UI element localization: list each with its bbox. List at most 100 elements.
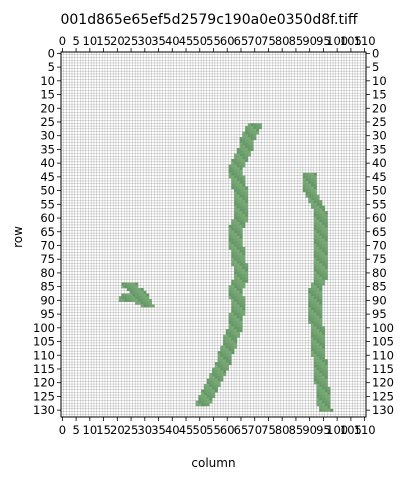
mask-cell [239,266,243,270]
mask-cell [143,298,147,303]
mask-cell [236,200,240,204]
mask-cell [234,159,238,163]
mask-cell [313,337,317,341]
mask-cell [322,252,326,256]
mask-cell [313,373,317,377]
mask-cell [313,219,317,223]
mask-cell [239,202,243,206]
chart-title: 001d865e65ef5d2579c190a0e0350d8f.tiff [60,12,357,28]
mask-cell [308,189,312,193]
mask-cell [228,345,232,349]
mask-cell [319,378,323,382]
mask-cell [245,142,249,146]
mask-cell [242,197,246,201]
mask-cell [319,285,323,289]
mask-cell [228,318,232,322]
mask-cell [140,290,144,294]
mask-cell [239,224,243,228]
mask-cell [327,403,331,407]
mask-cell [236,222,240,226]
mask-cell [217,378,221,382]
y-tick-right-label: 120 [372,376,394,390]
mask-cell [203,397,207,401]
mask-cell [324,216,328,220]
mask-cell [234,263,238,267]
mask-cell [217,351,221,355]
mask-cell [132,288,136,292]
mask-cell [148,298,152,303]
mask-cell [231,309,235,314]
mask-cell [231,246,235,250]
mask-cell [253,131,257,135]
mask-cell [135,293,139,297]
mask-cell [324,263,328,267]
mask-cell [319,244,323,248]
mask-cell [239,326,243,330]
mask-cell [231,224,235,228]
mask-cell [250,145,254,149]
mask-cell [322,403,326,407]
mask-cell [203,395,207,399]
mask-cell [324,249,328,253]
x-tick-bottom-label: 20 [110,423,125,437]
mask-cell [245,145,249,149]
mask-cell [324,384,328,388]
y-tick-right-label: 30 [372,129,387,143]
y-tick-right-label: 20 [372,101,387,115]
mask-cell [313,224,317,228]
mask-cell [311,351,315,355]
mask-cell [234,340,238,344]
mask-cell [234,320,238,324]
mask-cell [231,219,235,223]
mask-cell [322,271,326,275]
mask-cell [313,180,317,185]
mask-cell [239,271,243,275]
mask-cell [234,279,238,283]
y-tick-right-label: 15 [372,88,387,102]
mask-cell [245,263,249,267]
mask-cell [319,202,323,206]
mask-cell [234,213,238,217]
mask-cell [223,359,227,363]
y-ticks-right: 0510152025303540455055606570758085909510… [366,46,394,417]
mask-cell [239,167,243,171]
mask-cell [234,241,238,245]
y-tick-right-label: 130 [372,403,394,417]
mask-cell [234,183,238,187]
mask-cell [319,362,323,366]
mask-cell [126,285,130,289]
mask-cell [313,186,317,190]
mask-cell [234,208,238,212]
mask-cell [217,364,221,368]
mask-cell [242,183,246,187]
mask-cell [313,345,317,349]
mask-cell [209,397,213,401]
mask-cell [242,200,246,204]
mask-cell [319,211,323,215]
mask-cell [234,238,238,242]
mask-cell [203,392,207,396]
mask-cell [231,178,235,182]
mask-cell [239,148,243,152]
x-tick-bottom-label: 15 [96,423,111,437]
x-tick-top-label: 60 [220,34,235,48]
mask-cell [236,268,240,272]
mask-cell [313,285,317,289]
mask-cell [316,235,320,239]
x-tick-bottom-label: 110 [354,423,376,437]
mask-cell [234,255,238,259]
mask-cell [319,219,323,223]
mask-cell [209,378,213,382]
mask-cell [313,246,317,250]
mask-cell [209,373,213,377]
mask-cell [214,386,218,390]
mask-cell [322,216,326,220]
mask-cell [242,159,246,163]
y-tick-left-label: 115 [33,362,55,376]
mask-cell [324,408,328,412]
mask-cell [231,348,235,352]
mask-cell [316,244,320,248]
mask-cell [316,348,320,352]
x-tick-top-label: 45 [179,34,194,48]
mask-cell [231,170,235,174]
